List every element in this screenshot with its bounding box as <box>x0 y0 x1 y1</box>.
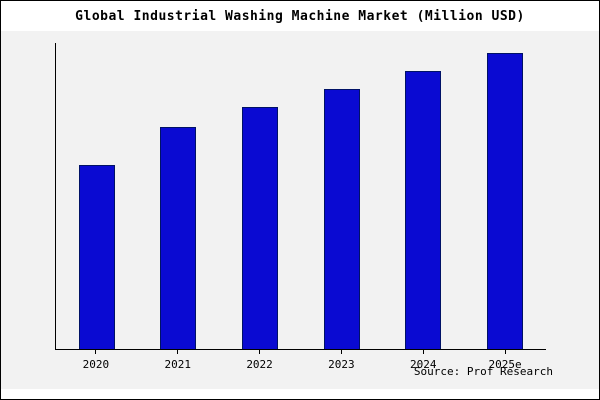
x-axis-label-text: 2023 <box>328 358 355 371</box>
source-text: Source: Prof Research <box>413 365 553 378</box>
x-axis-label-text: 2025e <box>488 358 522 371</box>
bar-2021 <box>160 127 197 349</box>
x-axis-label-text: 2021 <box>164 358 191 371</box>
chart-area: 2020 2021 2022 2023 2024 2025e <box>1 31 599 389</box>
x-axis-label-2021: 2021 <box>137 350 219 374</box>
x-axis-label-2022: 2022 <box>219 350 301 374</box>
x-axis-tick <box>95 350 97 354</box>
x-axis-label-text: 2024 <box>409 358 437 371</box>
x-axis-tick <box>504 350 506 354</box>
x-axis-label-2024: 2024 <box>382 350 464 374</box>
bar-2022 <box>242 106 279 349</box>
x-axis-label-text: 2020 <box>82 358 110 371</box>
x-axis-label-2020: 2020 <box>55 350 137 374</box>
x-axis-tick <box>259 350 261 354</box>
x-axis-label-text: 2022 <box>246 358 273 371</box>
x-axis-tick <box>422 350 424 354</box>
bar-2024 <box>405 71 442 349</box>
x-axis-tick <box>340 350 342 354</box>
bar-2020 <box>78 164 115 349</box>
plot-area <box>55 43 546 350</box>
x-axis-label-2025e: 2025e <box>464 350 546 374</box>
bar-2023 <box>323 89 360 349</box>
x-axis-labels: 2020 2021 2022 2023 2024 2025e <box>55 350 546 374</box>
x-axis-label-2023: 2023 <box>300 350 382 374</box>
bars-row <box>56 43 546 349</box>
chart-title: Global Industrial Washing Machine Market… <box>75 9 525 24</box>
x-axis-tick <box>177 350 179 354</box>
bar-2025e <box>487 53 524 349</box>
